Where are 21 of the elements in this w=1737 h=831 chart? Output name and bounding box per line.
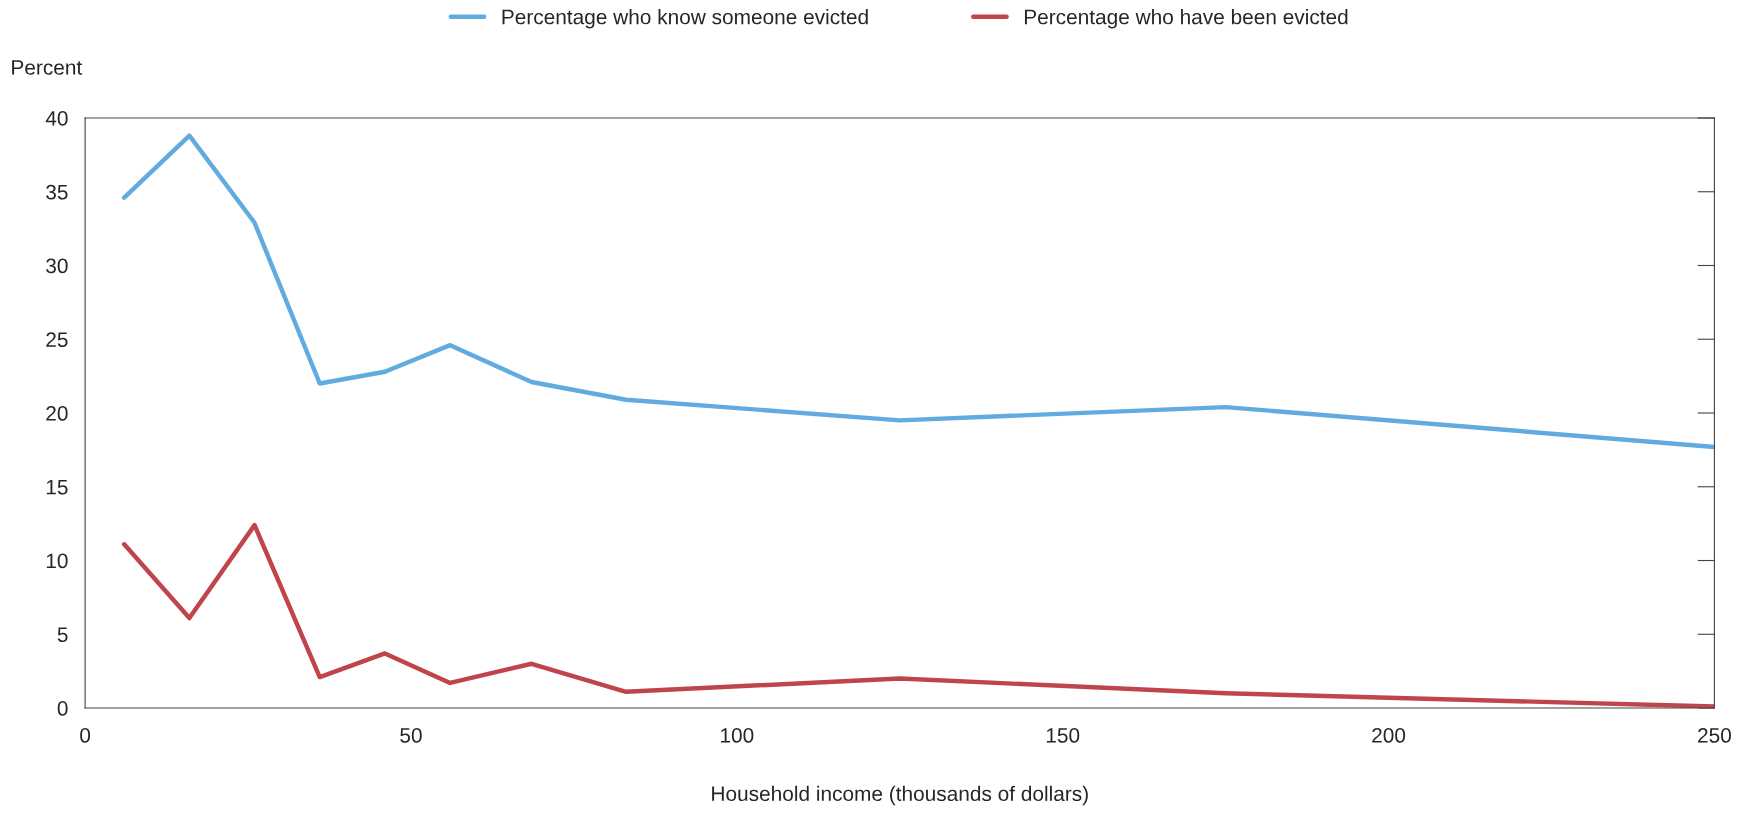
y-tick-label: 5	[57, 627, 68, 643]
y-tick-label: 0	[57, 701, 68, 716]
y-tick-label: 10	[46, 553, 68, 569]
line-series	[122, 133, 1715, 450]
line-series	[122, 522, 1715, 709]
y-tick-label: 20	[46, 406, 68, 421]
y-tick-label: 35	[46, 184, 68, 200]
legend-label: Percentage who know someone evicted	[502, 9, 868, 29]
x-axis-title: Household income (thousands of dollars)	[712, 785, 1088, 806]
y-tick-label: 25	[46, 332, 68, 348]
y-tick-label: 30	[46, 258, 68, 274]
x-tick-label: 100	[721, 728, 754, 743]
x-tick-label: 50	[400, 728, 422, 743]
y-tick-label: 40	[45, 111, 68, 126]
x-tick-label: 150	[1046, 728, 1080, 743]
x-tick-label: 250	[1698, 728, 1731, 743]
x-tick-label: 0	[80, 728, 91, 743]
y-axis-title: Percent	[12, 60, 83, 75]
legend-label: Percentage who have been evicted	[1024, 9, 1348, 29]
x-tick-label: 200	[1372, 728, 1406, 743]
y-tick-label: 15	[46, 479, 68, 495]
